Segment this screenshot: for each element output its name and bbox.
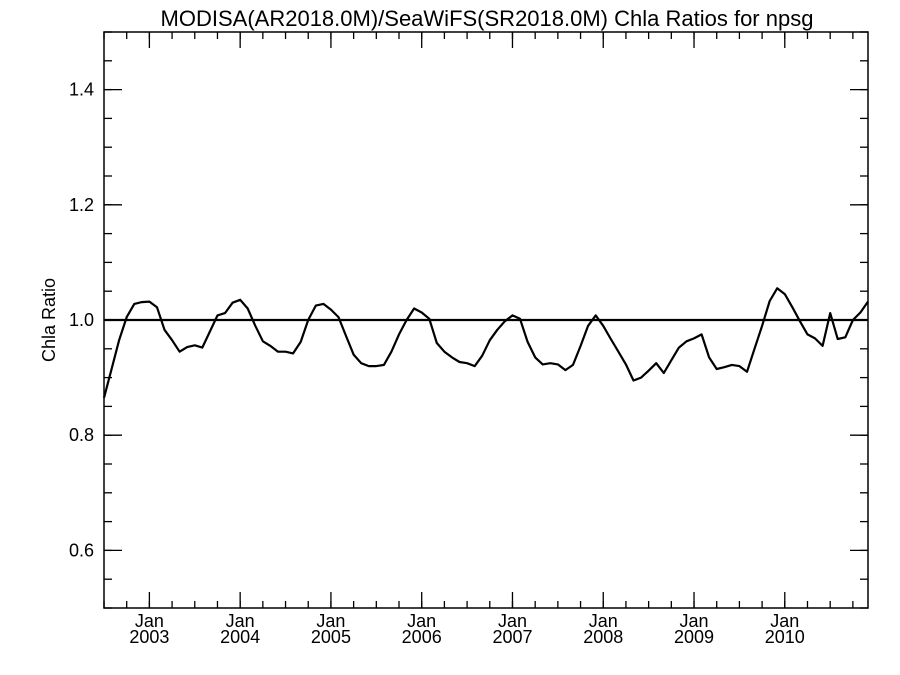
y-tick-label: 0.8 (69, 425, 94, 445)
x-tick-label-year: 2007 (492, 627, 532, 647)
x-tick-label-year: 2009 (674, 627, 714, 647)
y-tick-label: 1.4 (69, 80, 94, 100)
x-tick-label-year: 2006 (402, 627, 442, 647)
x-tick-label-month: Jan (135, 611, 164, 631)
x-tick-label-month: Jan (316, 611, 345, 631)
x-tick-label-year: 2004 (220, 627, 260, 647)
axis-ticks (103, 31, 868, 609)
plot-frame (103, 31, 869, 609)
y-axis-label: Chla Ratio (39, 278, 59, 362)
y-tick-label: 0.6 (69, 540, 94, 560)
x-tick-label-month: Jan (589, 611, 618, 631)
x-tick-label-month: Jan (407, 611, 436, 631)
y-tick-label: 1.0 (69, 310, 94, 330)
x-tick-label-year: 2010 (765, 627, 805, 647)
tick-labels: 0.60.81.01.21.4Jan2003Jan2004Jan2005Jan2… (69, 80, 805, 647)
x-tick-label-month: Jan (498, 611, 527, 631)
x-tick-label-month: Jan (226, 611, 255, 631)
chart-title: MODISA(AR2018.0M)/SeaWiFS(SR2018.0M) Chl… (161, 6, 814, 31)
x-tick-label-year: 2003 (129, 627, 169, 647)
x-tick-label-year: 2008 (583, 627, 623, 647)
x-tick-label-year: 2005 (311, 627, 351, 647)
x-tick-label-month: Jan (680, 611, 709, 631)
y-tick-label: 1.2 (69, 195, 94, 215)
x-tick-label-month: Jan (770, 611, 799, 631)
series-line (102, 287, 869, 399)
